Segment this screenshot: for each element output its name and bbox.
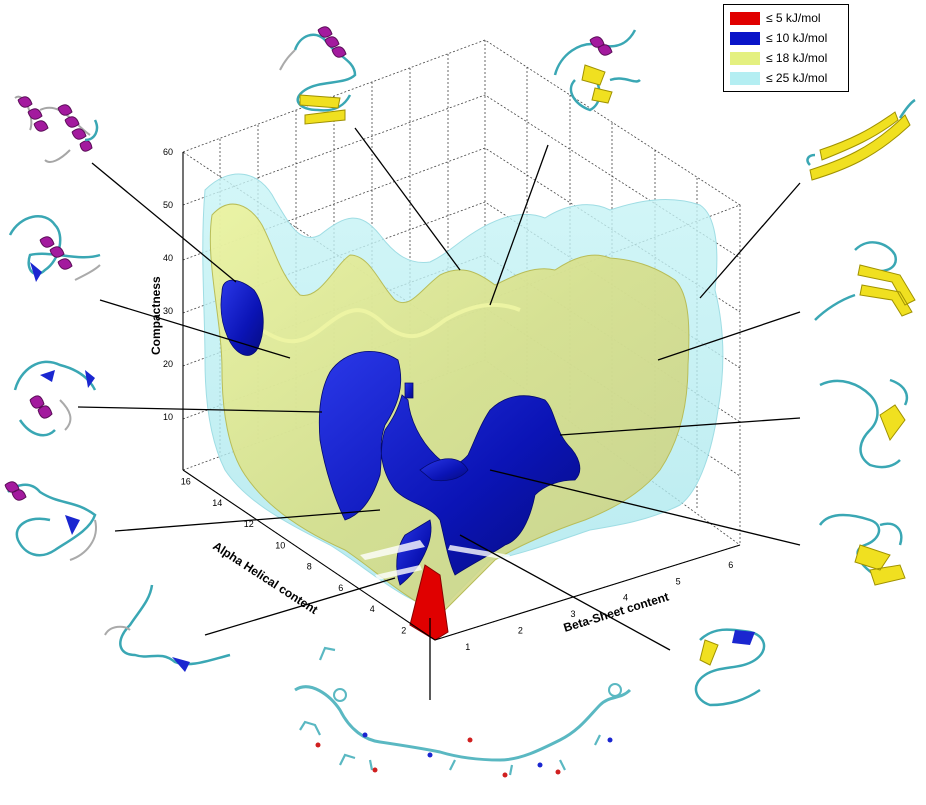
y-tick-label: 4 (623, 593, 628, 603)
structure-left-5 (104, 584, 231, 672)
z-tick-label: 20 (163, 359, 173, 369)
x-tick-label: 4 (370, 604, 375, 614)
y-tick-label: 5 (676, 576, 681, 586)
legend-label: ≤ 10 kJ/mol (766, 31, 828, 45)
z-axis-ticks: 10 20 30 40 50 60 (163, 147, 173, 422)
legend-entry: ≤ 18 kJ/mol (730, 49, 848, 67)
x-tick-label: 10 (275, 540, 285, 550)
axis-lines (182, 152, 741, 641)
x-tick-label: 12 (244, 519, 254, 529)
specular-highlights (360, 540, 510, 580)
y-tick-label: 1 (465, 642, 470, 652)
legend-swatch (730, 32, 760, 45)
y-axis-label: Beta-Sheet content (562, 590, 671, 635)
structure-top-right (553, 29, 641, 112)
legend-label: ≤ 25 kJ/mol (766, 71, 828, 85)
legend-entry: ≤ 25 kJ/mol (730, 69, 848, 87)
legend-label: ≤ 5 kJ/mol (766, 11, 821, 25)
isosurface-10 (220, 279, 581, 586)
ridge-highlight (260, 302, 521, 344)
x-tick-label: 8 (307, 562, 312, 572)
z-tick-label: 50 (163, 200, 173, 210)
z-tick-label: 10 (163, 412, 173, 422)
legend: ≤ 5 kJ/mol ≤ 10 kJ/mol ≤ 18 kJ/mol ≤ 25 … (723, 4, 849, 92)
isosurface-18 (209, 203, 690, 616)
z-tick-label: 30 (163, 306, 173, 316)
x-axis-label: Alpha Helical content (210, 539, 320, 617)
z-axis-label: Compactness (149, 276, 163, 355)
structure-top-center (279, 26, 357, 125)
x-axis-ticks: 2 4 6 8 10 12 14 16 (181, 477, 407, 636)
z-tick-label: 60 (163, 147, 173, 157)
legend-label: ≤ 18 kJ/mol (766, 51, 828, 65)
structure-bottom-right (694, 628, 766, 707)
x-tick-label: 14 (212, 498, 222, 508)
structure-left-4 (4, 481, 97, 561)
y-tick-label: 2 (518, 625, 523, 635)
y-tick-label: 3 (570, 609, 575, 619)
legend-swatch (730, 52, 760, 65)
structure-bottom-center-coil (294, 646, 632, 778)
structure-top-left-helix (14, 95, 99, 163)
y-axis-ticks: 1 2 3 4 5 6 (465, 560, 733, 652)
y-tick-label: 6 (728, 560, 733, 570)
structure-left-3 (13, 360, 97, 437)
z-tick-label: 40 (163, 253, 173, 263)
isosurface-5 (409, 564, 449, 641)
structure-left-2 (8, 215, 101, 282)
x-tick-label: 6 (338, 583, 343, 593)
x-tick-label: 2 (401, 625, 406, 635)
legend-swatch (730, 72, 760, 85)
structure-right-3 (819, 378, 909, 469)
structure-right-4 (818, 513, 906, 586)
x-tick-label: 16 (181, 477, 191, 487)
structure-right-1 (806, 98, 916, 181)
structure-right-2 (814, 241, 916, 321)
legend-swatch (730, 12, 760, 25)
legend-entry: ≤ 10 kJ/mol (730, 29, 848, 47)
leader-lines (77, 127, 801, 700)
legend-entry: ≤ 5 kJ/mol (730, 9, 848, 27)
